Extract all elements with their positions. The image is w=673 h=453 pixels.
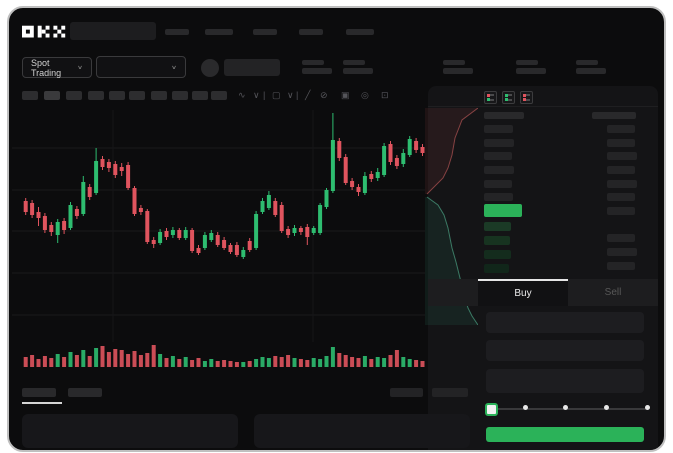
orderbook-ask-row[interactable] (484, 139, 514, 147)
slider-dot[interactable] (563, 405, 568, 410)
order-amount-field[interactable] (486, 340, 644, 361)
order-price-field[interactable] (486, 312, 644, 333)
fullscreen-icon[interactable]: ⊡ (381, 90, 389, 100)
stat-label-skeleton (576, 60, 598, 65)
order-total-field[interactable] (486, 369, 644, 393)
active-tab-underline (22, 402, 62, 404)
timeframe-button-skeleton[interactable] (192, 91, 208, 100)
tab-buy-label: Buy (514, 288, 532, 299)
search-input[interactable] (70, 22, 156, 40)
stat-value-skeleton (516, 68, 546, 74)
slider-dot[interactable] (645, 405, 650, 410)
amount-slider-track[interactable] (490, 408, 648, 410)
separator: | (296, 90, 299, 100)
stat-label-skeleton (516, 60, 538, 65)
nav-item-skeleton[interactable] (205, 29, 233, 35)
orderbook-ask-row[interactable] (484, 193, 513, 201)
orderbook-total-row[interactable] (607, 207, 635, 215)
stat-value-skeleton (576, 68, 606, 74)
orderbook-ask-row[interactable] (484, 180, 512, 188)
tab-sell-label: Sell (604, 287, 622, 298)
stat-label-skeleton (443, 60, 465, 65)
nav-item-skeleton[interactable] (165, 29, 189, 35)
orderbook-ask-row[interactable] (484, 125, 513, 133)
bottom-action-skeleton[interactable] (432, 388, 468, 397)
orderbook-combined-icon[interactable] (484, 91, 497, 104)
chevron-down-icon[interactable]: ∨ (253, 90, 260, 100)
history-clock-icon[interactable]: ◎ (361, 90, 369, 100)
template-icon[interactable]: ▢ (272, 90, 281, 100)
amount-slider-handle[interactable] (485, 403, 498, 416)
stat-label-skeleton (343, 60, 365, 65)
orderbook-asks-icon[interactable] (520, 91, 533, 104)
market-type-dropdown[interactable]: Spot Trading ∨ (22, 57, 92, 78)
orderbook-col-header-skeleton (592, 112, 636, 119)
orders-list-panel (22, 414, 238, 448)
timeframe-button-skeleton[interactable] (66, 91, 82, 100)
chevron-down-icon: ∨ (171, 63, 177, 71)
orderbook-ask-row[interactable] (484, 166, 514, 174)
app-window-frame: Spot Trading ∨ ∨ (7, 6, 666, 452)
orderbook-col-header-skeleton (484, 112, 524, 119)
stat-value-skeleton (302, 68, 332, 74)
orderbook-bid-row[interactable] (484, 250, 511, 259)
orders-detail-panel (254, 414, 470, 448)
nav-item-skeleton[interactable] (299, 29, 323, 35)
stat-label-skeleton (302, 60, 324, 65)
slider-dot[interactable] (523, 405, 528, 410)
timeframe-button-skeleton[interactable] (151, 91, 167, 100)
nav-item-skeleton[interactable] (346, 29, 374, 35)
bottom-action-skeleton[interactable] (390, 388, 423, 397)
bottom-tab-skeleton[interactable] (68, 388, 102, 397)
last-price-badge[interactable] (484, 204, 522, 217)
orderbook-bid-row[interactable] (484, 264, 509, 273)
trendline-icon[interactable]: ╱ (305, 90, 311, 100)
chevron-down-icon: ∨ (77, 64, 83, 71)
orderbook-total-row[interactable] (607, 125, 635, 133)
orderbook-total-row[interactable] (607, 248, 637, 256)
tab-buy[interactable]: Buy (478, 279, 568, 306)
chevron-down-icon[interactable]: ∨ (287, 90, 294, 100)
separator: | (263, 90, 266, 100)
market-type-label: Spot Trading (31, 57, 62, 78)
orderbook-total-row[interactable] (607, 262, 635, 270)
volume-subchart[interactable] (12, 342, 425, 368)
orderbook-bid-row[interactable] (484, 222, 511, 231)
stat-value-skeleton (343, 68, 373, 74)
okx-logo (22, 24, 66, 40)
timeframe-button-skeleton[interactable] (44, 91, 60, 100)
orderbook-bids-icon[interactable] (502, 91, 515, 104)
tab-sell[interactable]: Sell (568, 279, 658, 306)
orderbook-bid-row[interactable] (484, 236, 510, 245)
slider-dot[interactable] (604, 405, 609, 410)
orderbook-total-row[interactable] (607, 193, 635, 201)
timeframe-button-skeleton[interactable] (109, 91, 125, 100)
pair-selector-dropdown[interactable]: ∨ (96, 56, 186, 78)
timeframe-button-skeleton[interactable] (129, 91, 145, 100)
orderbook-total-row[interactable] (607, 166, 635, 174)
candlestick-chart-canvas[interactable] (12, 110, 425, 342)
nav-item-skeleton[interactable] (253, 29, 277, 35)
timeframe-button-skeleton[interactable] (22, 91, 38, 100)
timeframe-button-skeleton[interactable] (211, 91, 227, 100)
wave-indicator-icon[interactable]: ∿ (238, 90, 246, 100)
timeframe-button-skeleton[interactable] (88, 91, 104, 100)
price-skeleton (224, 59, 280, 76)
bottom-tab-skeleton[interactable] (22, 388, 56, 397)
stat-value-skeleton (443, 68, 473, 74)
orderbook-total-row[interactable] (607, 139, 635, 147)
timeframe-button-skeleton[interactable] (172, 91, 188, 100)
orderbook-total-row[interactable] (607, 152, 637, 160)
submit-order-button[interactable] (486, 427, 644, 442)
brush-icon[interactable]: ⊘ (320, 90, 328, 100)
snapshot-icon[interactable]: ▣ (341, 90, 350, 100)
panel-divider (428, 106, 658, 107)
coin-avatar (201, 59, 219, 77)
orderbook-ask-row[interactable] (484, 152, 512, 160)
orderbook-total-row[interactable] (607, 180, 637, 188)
orderbook-total-row[interactable] (607, 234, 635, 242)
